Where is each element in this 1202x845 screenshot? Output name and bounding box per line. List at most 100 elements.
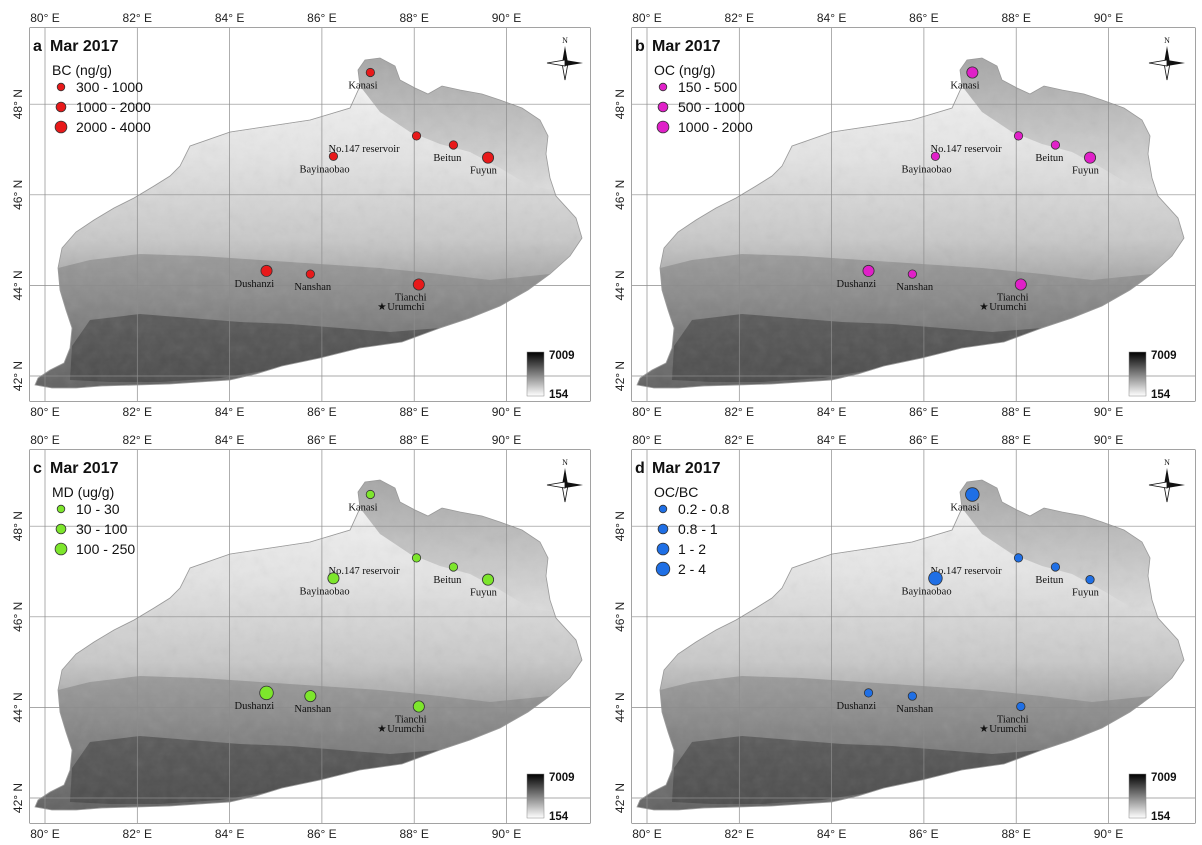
- longitude-tick-label: 80° E: [632, 433, 661, 447]
- latitude-tick-label: 48° N: [613, 511, 627, 541]
- longitude-tick-label: 88° E: [399, 11, 428, 25]
- city-star-icon: ★: [377, 302, 387, 313]
- longitude-tick-label: 80° E: [632, 827, 661, 841]
- city-star-icon: ★: [377, 724, 387, 735]
- longitude-tick-label: 82° E: [725, 433, 754, 447]
- north-label: N: [562, 36, 568, 45]
- latitude-tick-label: 46° N: [613, 602, 627, 632]
- panel-date: Mar 2017: [50, 38, 119, 55]
- north-label: N: [1164, 36, 1170, 45]
- legend-item-label: 2000 - 4000: [76, 119, 151, 135]
- longitude-tick-label: 90° E: [492, 827, 521, 841]
- longitude-tick-label: 84° E: [817, 827, 846, 841]
- longitude-tick-label: 82° E: [725, 827, 754, 841]
- latitude-tick-label: 46° N: [613, 180, 627, 210]
- legend-item-label: 1000 - 2000: [76, 99, 151, 115]
- longitude-tick-label: 86° E: [307, 11, 336, 25]
- site-marker: [327, 572, 340, 585]
- panel-date: Mar 2017: [50, 460, 119, 477]
- legend-marker: [656, 542, 670, 556]
- longitude-tick-label: 88° E: [1001, 827, 1030, 841]
- site-label: Kanasi: [348, 80, 377, 91]
- legend-marker: [55, 523, 67, 535]
- legend-item-label: 1 - 2: [678, 541, 706, 557]
- site-marker: [365, 489, 375, 500]
- site-label: No.147 reservoir: [329, 144, 401, 155]
- map-background: [632, 450, 1195, 823]
- city-label: Urumchi: [989, 724, 1026, 735]
- site-marker: [930, 151, 941, 161]
- legend-title: OC/BC: [654, 484, 698, 500]
- legend-item-label: 2 - 4: [678, 561, 706, 577]
- legend-title: OC (ng/g): [654, 62, 715, 78]
- site-label: Beitun: [1035, 575, 1064, 586]
- longitude-tick-label: 86° E: [307, 827, 336, 841]
- site-marker: [928, 571, 943, 586]
- longitude-tick-label: 90° E: [1094, 405, 1123, 419]
- longitude-tick-label: 88° E: [399, 433, 428, 447]
- elevation-min-label: 154: [1151, 389, 1171, 401]
- longitude-tick-label: 88° E: [399, 405, 428, 419]
- elevation-min-label: 154: [1151, 811, 1171, 823]
- legend-item-label: 100 - 250: [76, 541, 135, 557]
- elevation-max-label: 7009: [549, 772, 575, 784]
- longitude-tick-label: 80° E: [632, 405, 661, 419]
- longitude-tick-label: 80° E: [30, 405, 59, 419]
- panel-date: Mar 2017: [652, 460, 721, 477]
- city-star-icon: ★: [979, 302, 989, 313]
- latitude-tick-label: 46° N: [11, 602, 25, 632]
- site-marker: [448, 562, 459, 572]
- panel-letter: a: [33, 38, 42, 55]
- longitude-tick-label: 90° E: [492, 433, 521, 447]
- legend-marker: [656, 120, 670, 134]
- north-label: N: [562, 458, 568, 467]
- longitude-tick-label: 90° E: [1094, 11, 1123, 25]
- longitude-tick-label: 80° E: [30, 433, 59, 447]
- panel-letter: c: [33, 460, 42, 477]
- latitude-tick-label: 44° N: [11, 692, 25, 722]
- legend-item-label: 300 - 1000: [76, 79, 143, 95]
- longitude-tick-label: 82° E: [123, 827, 152, 841]
- site-label: Bayinaobao: [901, 164, 951, 175]
- site-marker: [1016, 701, 1026, 712]
- longitude-tick-label: 90° E: [492, 11, 521, 25]
- site-label: No.147 reservoir: [329, 566, 401, 577]
- latitude-tick-label: 44° N: [11, 270, 25, 300]
- map-panel-b: 80° E 80° E 82° E 82° E 84° E 84° E 86° E 86° E…: [613, 11, 1196, 419]
- site-label: Nanshan: [896, 282, 933, 293]
- legend-item-label: 10 - 30: [76, 501, 120, 517]
- latitude-tick-label: 46° N: [11, 180, 25, 210]
- site-marker: [365, 67, 375, 78]
- site-label: Beitun: [433, 153, 462, 164]
- site-marker: [411, 131, 422, 141]
- site-marker: [907, 269, 917, 279]
- site-marker: [260, 264, 273, 277]
- site-marker: [412, 700, 425, 713]
- longitude-tick-label: 88° E: [1001, 405, 1030, 419]
- longitude-tick-label: 80° E: [30, 11, 59, 25]
- north-arrow-icon: N: [1148, 36, 1185, 81]
- longitude-tick-label: 84° E: [817, 11, 846, 25]
- panel-letter: d: [635, 460, 645, 477]
- site-marker: [863, 688, 874, 698]
- elevation-scale-bar: [526, 351, 545, 397]
- map-background: [30, 450, 590, 823]
- longitude-tick-label: 84° E: [215, 11, 244, 25]
- north-arrow-icon: N: [1148, 458, 1185, 503]
- map-background: [632, 28, 1195, 401]
- panel-date: Mar 2017: [652, 38, 721, 55]
- region-boundary: [34, 57, 583, 389]
- site-label: Bayinaobao: [299, 586, 349, 597]
- legend-item-label: 500 - 1000: [678, 99, 745, 115]
- elevation-min-label: 154: [549, 389, 569, 401]
- legend-item-label: 1000 - 2000: [678, 119, 753, 135]
- longitude-tick-label: 84° E: [215, 433, 244, 447]
- longitude-tick-label: 88° E: [1001, 433, 1030, 447]
- legend-item-label: 0.8 - 1: [678, 521, 718, 537]
- site-marker: [411, 553, 422, 563]
- legend-marker: [56, 504, 66, 514]
- longitude-tick-label: 82° E: [725, 11, 754, 25]
- map-panel-d: 80° E 80° E 82° E 82° E 84° E 84° E 86° E 86° E…: [613, 433, 1196, 841]
- site-marker: [862, 264, 875, 277]
